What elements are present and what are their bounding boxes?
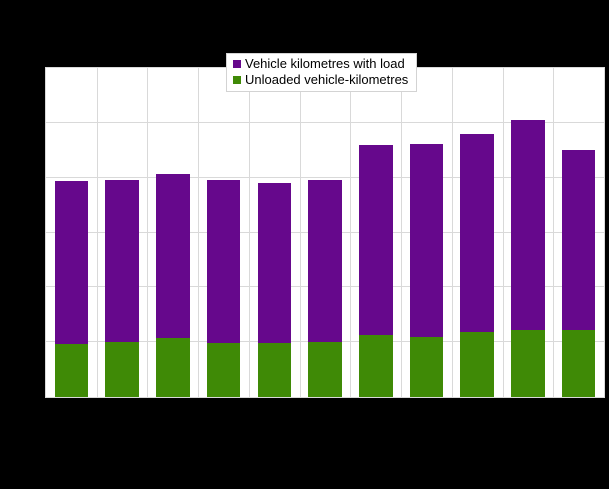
green-square-icon — [233, 76, 241, 84]
v-gridline — [451, 68, 453, 397]
stacked-bar[interactable] — [561, 68, 596, 397]
bar-segment-unloaded — [308, 341, 342, 397]
plot-area — [45, 67, 605, 398]
v-gridline — [299, 68, 301, 397]
v-gridline — [350, 68, 352, 397]
bar-segment-unloaded — [206, 342, 241, 397]
stacked-bar[interactable] — [511, 68, 545, 397]
bar-segment-unloaded — [460, 331, 494, 397]
legend-item-unloaded: Unloaded vehicle-kilometres — [233, 72, 408, 88]
bar-group — [46, 68, 97, 397]
bar-segment-with-load — [460, 134, 494, 332]
bar-segment-with-load — [54, 180, 89, 344]
bar-group — [97, 68, 148, 397]
stacked-bar[interactable] — [105, 68, 139, 397]
bar-segment-with-load — [156, 174, 190, 339]
bar-group — [300, 68, 351, 397]
bar-group — [249, 68, 300, 397]
stacked-bar[interactable] — [156, 68, 190, 397]
stacked-bar[interactable] — [359, 68, 393, 397]
bar-segment-with-load — [561, 149, 596, 331]
stacked-bar[interactable] — [308, 68, 342, 397]
bars-container — [46, 68, 604, 397]
bar-segment-unloaded — [409, 337, 444, 397]
v-gridline — [553, 68, 555, 397]
bar-segment-with-load — [257, 182, 292, 343]
bar-segment-with-load — [308, 179, 342, 342]
bar-segment-with-load — [359, 145, 393, 335]
bar-group — [553, 68, 604, 397]
h-gridline — [46, 176, 604, 178]
bar-segment-unloaded — [156, 338, 190, 397]
v-gridline — [401, 68, 403, 397]
bar-group — [503, 68, 554, 397]
bar-group — [198, 68, 249, 397]
bar-segment-unloaded — [257, 342, 292, 397]
bar-segment-with-load — [105, 179, 139, 342]
bar-segment-with-load — [409, 144, 444, 338]
legend: Vehicle kilometres with load Unloaded ve… — [226, 53, 418, 92]
bar-group — [452, 68, 503, 397]
v-gridline — [248, 68, 250, 397]
purple-square-icon — [233, 60, 241, 68]
bar-segment-unloaded — [511, 330, 545, 397]
h-gridline — [46, 121, 604, 123]
v-gridline — [198, 68, 200, 397]
stacked-bar[interactable] — [54, 68, 89, 397]
bar-segment-unloaded — [359, 334, 393, 397]
v-gridline — [96, 68, 98, 397]
legend-label-unloaded: Unloaded vehicle-kilometres — [245, 72, 409, 87]
bar-segment-with-load — [511, 119, 545, 331]
bar-group — [350, 68, 401, 397]
v-gridline — [147, 68, 149, 397]
bar-segment-unloaded — [54, 343, 89, 397]
legend-label-with-load: Vehicle kilometres with load — [245, 56, 405, 71]
stacked-bar[interactable] — [460, 68, 494, 397]
bar-segment-unloaded — [561, 330, 596, 397]
legend-item-with-load: Vehicle kilometres with load — [233, 56, 408, 72]
bar-group — [147, 68, 198, 397]
stacked-bar[interactable] — [206, 68, 241, 397]
v-gridline — [502, 68, 504, 397]
bar-segment-unloaded — [105, 341, 139, 397]
stacked-bar[interactable] — [409, 68, 444, 397]
bar-segment-with-load — [206, 180, 241, 343]
bar-group — [401, 68, 452, 397]
stacked-bar[interactable] — [257, 68, 292, 397]
